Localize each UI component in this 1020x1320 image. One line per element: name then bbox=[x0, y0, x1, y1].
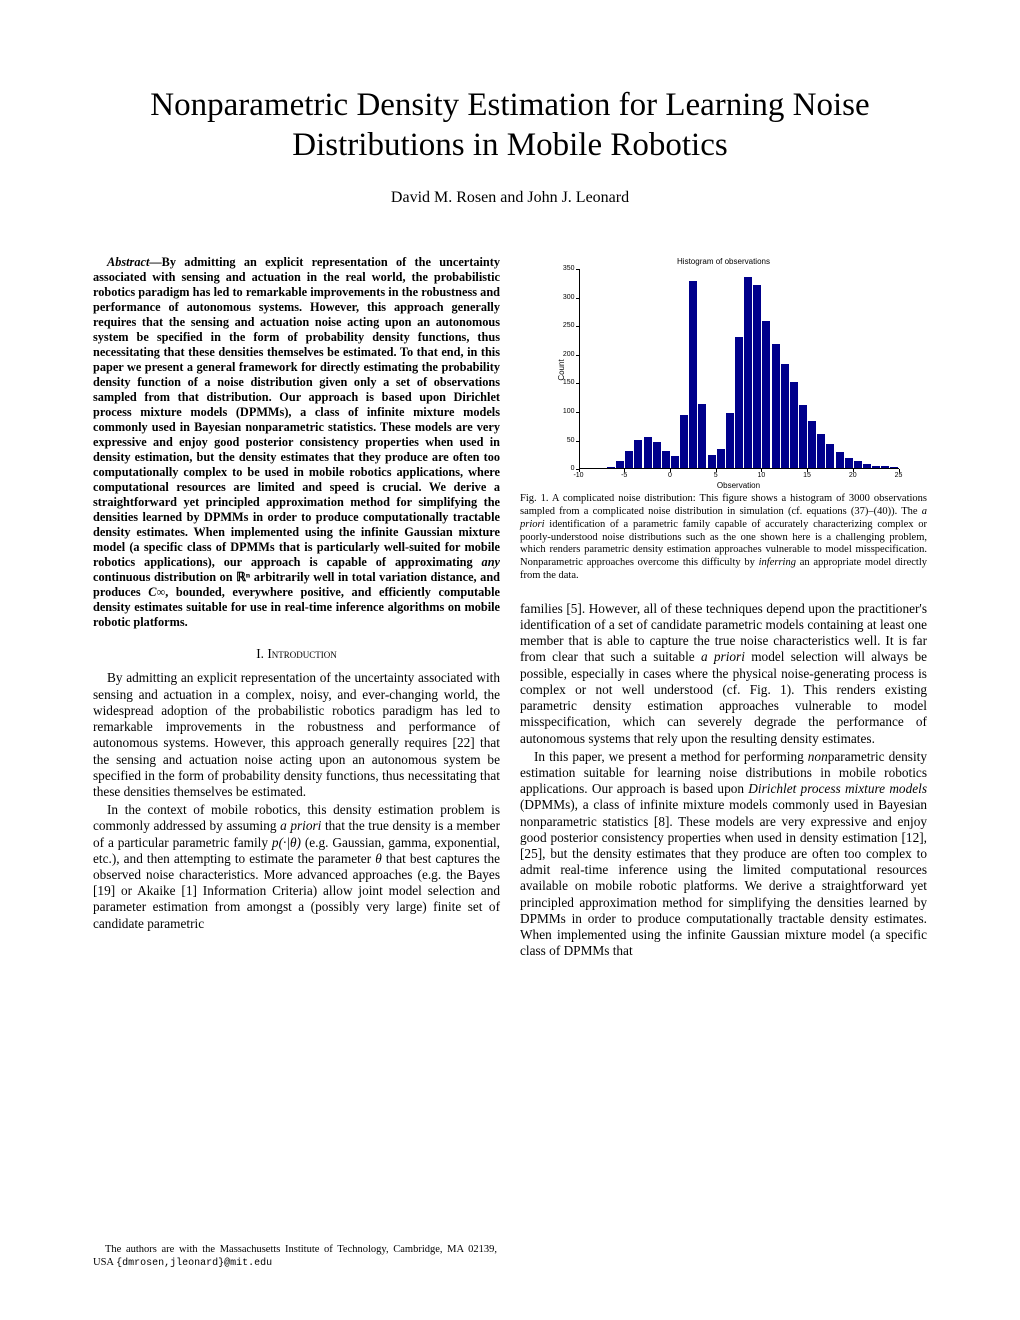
abstract-cinf: C∞ bbox=[148, 585, 165, 599]
col2-p2-dpmm: Dirichlet process mixture models bbox=[748, 781, 927, 796]
intro-p2-math: p(·|θ) bbox=[272, 835, 301, 850]
figure-1-caption: Fig. 1. A complicated noise distribution… bbox=[520, 493, 927, 583]
abstract-any: any bbox=[482, 555, 500, 569]
content-columns: Abstract—By admitting an explicit repres… bbox=[93, 255, 927, 961]
right-column: Histogram of observations050100150200250… bbox=[520, 255, 927, 961]
col2-p2-a: In this paper, we present a method for p… bbox=[534, 749, 808, 764]
col2-paragraph-2: In this paper, we present a method for p… bbox=[520, 749, 927, 960]
paper-authors: David M. Rosen and John J. Leonard bbox=[93, 189, 927, 207]
intro-paragraph-1: By admitting an explicit representation … bbox=[93, 670, 500, 800]
intro-paragraph-2: In the context of mobile robotics, this … bbox=[93, 802, 500, 932]
histogram-chart: Histogram of observations050100150200250… bbox=[539, 255, 909, 485]
col2-p1-apriori: a priori bbox=[701, 649, 745, 664]
col2-p2-non: non bbox=[808, 749, 828, 764]
abstract-body-1: —By admitting an explicit representation… bbox=[93, 255, 500, 569]
footnote-email: {dmrosen,jleonard}@mit.edu bbox=[116, 1258, 272, 1269]
paper-title: Nonparametric Density Estimation for Lea… bbox=[93, 86, 927, 165]
fig-caption-infer: inferring bbox=[759, 557, 796, 568]
col2-paragraph-1: families [5]. However, all of these tech… bbox=[520, 601, 927, 747]
figure-1-chart: Histogram of observations050100150200250… bbox=[520, 255, 927, 485]
left-column: Abstract—By admitting an explicit repres… bbox=[93, 255, 500, 961]
section-intro-heading: I. Introduction bbox=[93, 646, 500, 662]
footnote-affiliation: The authors are with the Massachusetts I… bbox=[93, 1244, 497, 1270]
col2-p2-c: (DPMMs), a class of infinite mixture mod… bbox=[520, 797, 927, 958]
abstract-block: Abstract—By admitting an explicit repres… bbox=[93, 255, 500, 630]
fig-caption-a: Fig. 1. A complicated noise distribution… bbox=[520, 493, 927, 517]
abstract-label: Abstract bbox=[107, 255, 149, 269]
intro-p2-apriori: a priori bbox=[280, 818, 321, 833]
